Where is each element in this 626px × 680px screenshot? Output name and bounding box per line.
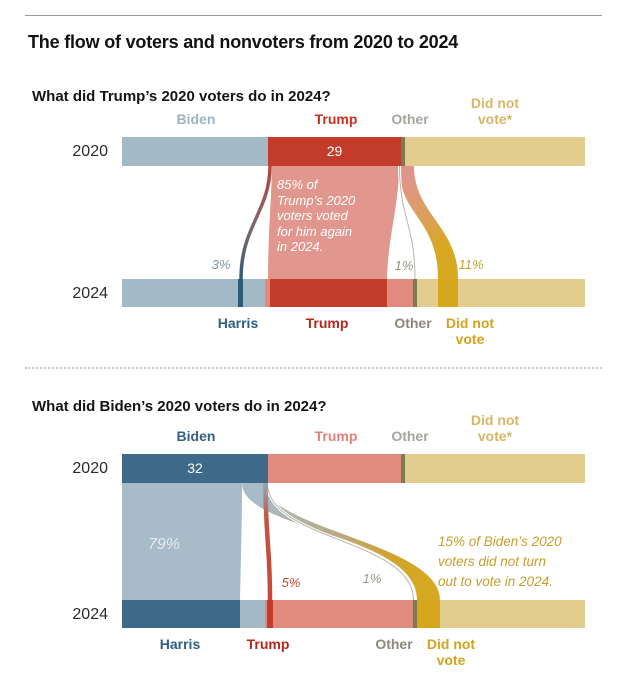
panel2-col-label-biden: Biden (176, 428, 216, 444)
panel2-2020-trump-segment (268, 454, 401, 483)
panel1-subtitle: What did Trump’s 2020 voters do in 2024? (32, 88, 331, 105)
panel2-bar-2020: 32 (122, 454, 585, 483)
panel2-annotation-line2: voters did not turn (438, 554, 547, 569)
panel1-flow-trump-to-trump (268, 166, 399, 279)
panel1-2020-trump-value: 29 (326, 143, 343, 159)
panel1-col-label-biden: Biden (176, 111, 216, 127)
panel2-col-label-did-not-vote: Did not vote* (471, 412, 519, 444)
panel1-bar-2020: 29 (122, 137, 585, 166)
panel2-bar-2024 (122, 600, 585, 628)
panel2-row-label-2024: 2024 (72, 606, 108, 623)
panel1-col-label-did-not-vote-line1: Did not (470, 95, 520, 111)
panel2-2024-didnotvote-segment (440, 600, 585, 628)
panel2-flow-biden-to-harris (122, 483, 242, 600)
panel1-2020-other-segment (401, 137, 405, 166)
panel1-flow-trump-to-other (399, 166, 416, 279)
panel2-bottom-label-harris: Harris (159, 636, 201, 652)
panel1-2024-harris-segment (122, 279, 265, 307)
panel2-flow-biden-to-other (267, 483, 414, 600)
panel1-bottom-label-didnotvote-line1: Did not (445, 315, 495, 331)
panel2-flow-label-harris: 79% (147, 536, 181, 553)
panel2-flow-label-trump: 5% (281, 575, 301, 590)
panel1-row-label-2020: 2020 (72, 143, 108, 160)
page-title: The flow of voters and nonvoters from 20… (28, 32, 459, 52)
panel2-annotation-line1: 15% of Biden’s 2020 (438, 534, 562, 549)
panel2-col-label-trump: Trump (314, 428, 358, 444)
top-rule (25, 15, 602, 16)
panel1-col-label-trump: Trump (314, 111, 358, 127)
panel2-flow-label-other: 1% (362, 571, 382, 586)
panel1-2020-biden-segment (122, 137, 268, 166)
panel1-flow-trump-to-harris (239, 166, 272, 279)
panel2-bottom-label-other: Other (375, 636, 413, 652)
panel2-flow-ribbons (122, 483, 440, 600)
panel2-bottom-label-trump: Trump (246, 636, 290, 652)
panel1-flow-label-other: 1% (394, 258, 414, 273)
panel2-2024-harris-segment (240, 600, 265, 628)
panel1-annotation-line3: voters voted (277, 208, 348, 223)
panel1-flow-label-harris: 3% (211, 257, 231, 272)
panel1-2020-trump-segment: 29 (268, 137, 401, 166)
panel2-bottom-label-didnotvote-line1: Did not (426, 636, 476, 652)
panel2-2024-trump-flow-strip (267, 600, 273, 628)
panel2-col-label-did-not-vote-line1: Did not (470, 412, 520, 428)
panel1-2024-other-segment (413, 279, 417, 307)
panel2-2024-harris-flow-strip (122, 600, 240, 628)
panel2-col-label-did-not-vote-line2: vote* (477, 428, 513, 444)
section-divider (25, 367, 602, 369)
panel1-bottom-label-didnotvote: Did not vote (446, 315, 494, 347)
panel1-bar-2024 (122, 279, 585, 307)
panel1-2024-didnotvote-flow-strip (438, 279, 458, 307)
panel2-row-label-2020: 2020 (72, 460, 108, 477)
panel1-row-label-2024: 2024 (72, 285, 108, 302)
panel1-annotation-line4: for him again (277, 223, 353, 239)
panel2-2020-biden-segment: 32 (122, 454, 268, 483)
panel2-2020-didnotvote-segment (405, 454, 585, 483)
panel2-annotation: 15% of Biden’s 2020 voters did not turn … (438, 532, 610, 592)
panel2-2024-other-segment (413, 600, 417, 628)
panel1-col-label-did-not-vote: Did not vote* (471, 95, 519, 127)
panel2-subtitle: What did Biden’s 2020 voters do in 2024? (32, 398, 327, 415)
panel1-annotation-line5: in 2024. (277, 239, 324, 254)
panel1-col-label-did-not-vote-line2: vote* (477, 111, 513, 127)
panel1-annotation-line2: Trump’s 2020 (277, 192, 356, 208)
panel2-col-label-other: Other (391, 428, 429, 444)
panel2-flow-biden-to-trump (263, 483, 273, 600)
panel2-annotation-line3: out to vote in 2024. (438, 574, 553, 589)
panel1-2024-trump-flow-strip (270, 279, 387, 307)
panel2-2024-didnotvote-flow-strip (417, 600, 440, 628)
panel1-flow-trump-to-didnotvote (399, 166, 458, 279)
panel1-bottom-label-trump: Trump (305, 315, 349, 331)
panel1-col-label-other: Other (391, 111, 429, 127)
panel2-flow-biden-to-didnotvote (242, 483, 440, 600)
panel1-bottom-label-harris: Harris (217, 315, 259, 331)
panel1-2020-didnotvote-segment (405, 137, 585, 166)
panel2-bottom-label-didnotvote-line2: vote (436, 652, 466, 668)
panel2-2024-trump-segment (265, 600, 413, 628)
panel2-bottom-label-didnotvote: Did not vote (427, 636, 475, 668)
panel2-2020-biden-value: 32 (187, 460, 203, 476)
panel1-annotation: 85% of Trump’s 2020 voters voted for him… (277, 177, 402, 255)
panel1-flow-label-didnotvote: 11% (458, 257, 484, 272)
panel1-flow-ribbons (239, 166, 458, 279)
panel1-bottom-label-didnotvote-line2: vote (455, 331, 485, 347)
panel2-2020-other-segment (401, 454, 405, 483)
panel1-annotation-line1: 85% of (277, 177, 318, 192)
panel1-2024-harris-flow-strip (238, 279, 243, 307)
panel1-bottom-label-other: Other (394, 315, 432, 331)
